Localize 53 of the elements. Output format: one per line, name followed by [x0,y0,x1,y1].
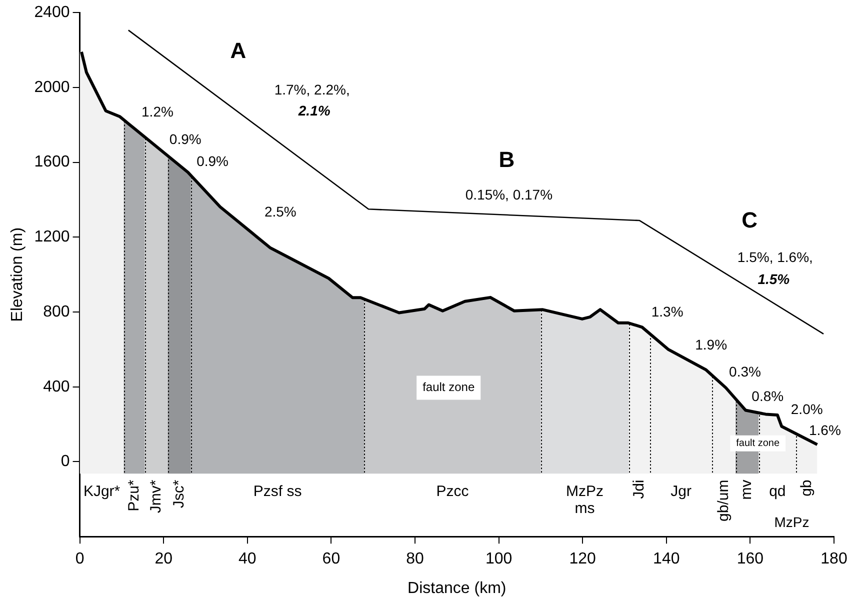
band-label: gb [798,480,815,496]
band-label: Jdi [630,480,648,499]
x-tick-label: 140 [653,550,680,568]
annotation: 1.9% [695,336,728,353]
annotation: 0.3% [729,363,761,380]
y-tick-label: 0 [60,453,70,470]
annotation: fault zone [736,438,780,450]
band-label: KJgr* [83,482,120,500]
band-label: Pzsf ss [253,482,302,500]
x-tick-label: 180 [820,550,848,568]
annotation: 2.0% [790,401,823,418]
annotation: fault zone [422,380,475,394]
annotation: 1.3% [651,304,684,320]
annotation: C [742,208,758,233]
annotation: 0.8% [752,388,784,404]
y-tick-label: 1200 [34,228,70,246]
y-tick-label: 800 [43,303,70,320]
y-tick-label: 2400 [34,4,70,22]
annotation: A [230,38,246,63]
band-label: Pzcc [436,482,470,500]
annotation: 1.2% [142,104,174,120]
x-tick-label: 100 [485,550,512,568]
annotation: 0.9% [169,130,202,147]
x-axis-title: Distance (km) [408,580,506,597]
band-label: MzPz ms [566,482,604,517]
y-tick-label: 1600 [34,154,70,171]
band-label: Jgr [670,482,692,500]
x-tick-label: 0 [75,550,84,568]
x-tick-label: 40 [238,550,256,568]
y-tick-label: 400 [43,378,70,396]
x-tick-label: 60 [322,550,340,568]
x-tick-label: 80 [406,550,424,568]
y-axis-title: Elevation (m) [9,227,26,322]
x-tick-label: 160 [736,550,764,568]
annotation: 1.5%, 1.6%, [737,249,813,266]
band-label: Jmv* [147,480,164,514]
annotation: MzPz [774,514,810,530]
annotation: 1.5% [758,271,790,288]
annotation: 1.6% [808,422,841,438]
x-tick-label: 120 [569,550,596,568]
band-label: Jsc* [170,480,188,508]
band-label: mv [738,479,756,500]
annotation: 2.5% [264,204,296,220]
band-label: gb/um [715,480,732,522]
annotation: 2.1% [297,102,331,118]
annotation: B [498,146,515,172]
annotation: 0.15%, 0.17% [465,186,553,202]
annotation: 0.9% [196,152,228,169]
x-tick-label: 20 [154,550,173,568]
band-label: qd [769,482,786,500]
y-tick-label: 2000 [34,78,70,96]
annotation: 1.7%, 2.2%, [274,82,350,98]
band-label: Pzu* [125,480,142,512]
